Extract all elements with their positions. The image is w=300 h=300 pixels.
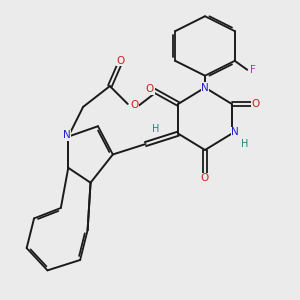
Text: H: H — [152, 124, 160, 134]
Text: N: N — [201, 82, 209, 93]
Text: N: N — [231, 127, 239, 137]
Text: O: O — [130, 100, 138, 110]
Text: O: O — [116, 56, 124, 66]
Text: O: O — [146, 84, 154, 94]
Text: O: O — [251, 99, 260, 109]
Text: H: H — [242, 139, 249, 149]
Text: N: N — [63, 130, 71, 140]
Text: O: O — [201, 173, 209, 183]
Text: F: F — [250, 65, 256, 75]
